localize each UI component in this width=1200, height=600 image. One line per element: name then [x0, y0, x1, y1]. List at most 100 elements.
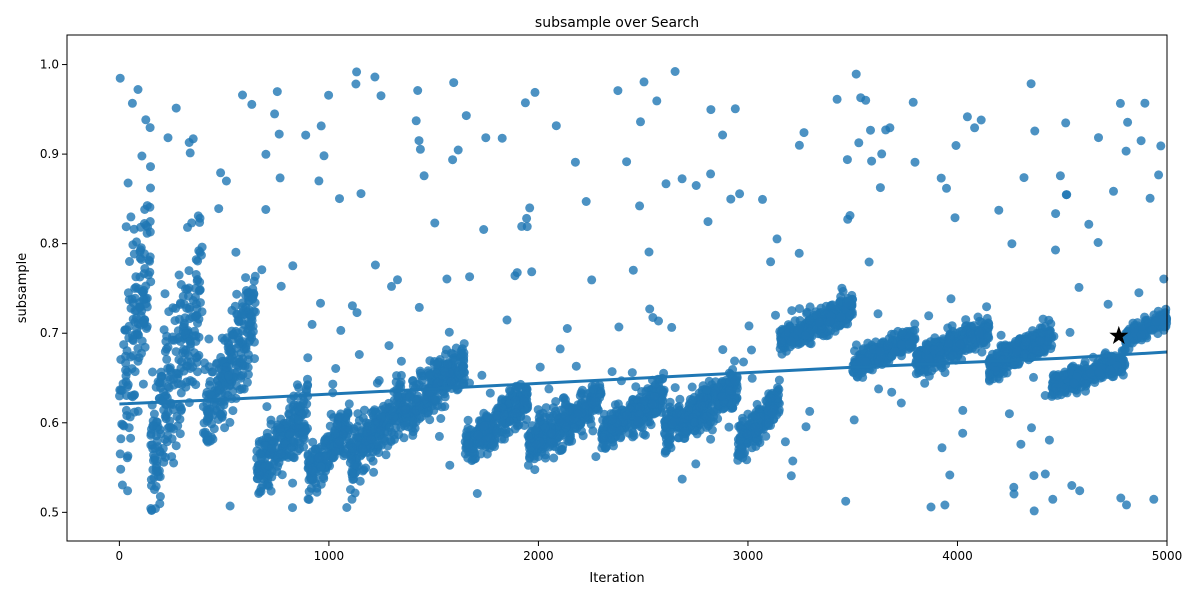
data-point: [141, 115, 151, 125]
data-point: [336, 325, 346, 335]
data-point: [661, 179, 671, 189]
data-point: [908, 97, 918, 107]
data-point: [499, 410, 509, 420]
data-point: [656, 385, 666, 395]
data-point: [477, 370, 487, 380]
data-point: [236, 371, 246, 381]
data-point: [430, 395, 440, 405]
y-tick-label: 0.6: [40, 416, 59, 430]
data-point: [459, 339, 469, 349]
data-point: [498, 417, 508, 427]
data-point: [1049, 331, 1059, 341]
data-point: [392, 371, 402, 381]
data-point: [644, 247, 654, 257]
data-point: [794, 248, 804, 258]
data-point: [1067, 481, 1077, 490]
data-point: [463, 415, 473, 425]
data-point: [654, 316, 663, 326]
data-point: [535, 362, 545, 372]
data-point: [911, 369, 921, 379]
data-point: [266, 486, 276, 496]
data-point: [370, 72, 380, 82]
data-point: [451, 343, 461, 353]
data-point: [645, 304, 655, 314]
data-point: [121, 222, 131, 232]
data-point: [169, 458, 179, 468]
data-point: [163, 133, 173, 143]
data-point: [240, 361, 250, 371]
data-point: [982, 302, 992, 312]
data-point: [1119, 355, 1128, 365]
data-point: [521, 387, 531, 397]
data-point: [319, 151, 329, 161]
data-point: [864, 257, 874, 267]
data-point: [123, 382, 132, 392]
data-point: [591, 452, 601, 462]
data-point: [627, 368, 637, 378]
data-point: [1044, 435, 1054, 445]
data-point: [425, 415, 435, 425]
data-point: [174, 270, 184, 280]
data-point: [159, 325, 169, 335]
data-point: [739, 357, 748, 367]
data-point: [1029, 471, 1039, 481]
data-point: [1055, 171, 1065, 181]
data-point: [476, 449, 486, 459]
data-point: [578, 431, 588, 441]
data-point: [232, 289, 242, 299]
data-point: [937, 443, 947, 453]
data-point: [202, 435, 212, 445]
data-point: [780, 437, 790, 447]
data-point: [468, 446, 478, 456]
data-point: [214, 415, 223, 424]
data-point: [540, 423, 550, 433]
data-point: [133, 85, 143, 94]
data-point: [713, 414, 723, 424]
data-point: [1128, 318, 1138, 328]
data-point: [555, 344, 565, 354]
data-point: [358, 444, 367, 453]
data-point: [1137, 322, 1146, 332]
data-point: [276, 449, 286, 459]
data-point: [525, 203, 535, 213]
data-point: [171, 347, 181, 357]
data-point: [282, 418, 291, 428]
data-point: [742, 429, 752, 439]
data-point: [913, 350, 923, 360]
data-point: [288, 503, 297, 513]
data-point: [788, 456, 798, 466]
data-point: [231, 247, 241, 257]
data-point: [352, 308, 362, 318]
data-point: [141, 220, 151, 230]
data-point: [635, 201, 645, 211]
data-point: [179, 318, 189, 328]
data-point: [1109, 186, 1118, 196]
data-point: [1027, 330, 1037, 340]
data-point: [1026, 79, 1036, 89]
data-point: [969, 321, 979, 331]
data-point: [267, 436, 277, 446]
data-point: [985, 369, 994, 379]
data-point: [161, 410, 171, 420]
data-point: [764, 418, 774, 428]
data-point: [159, 457, 169, 467]
data-point: [241, 273, 251, 283]
data-point: [672, 409, 682, 419]
data-point: [706, 169, 716, 179]
data-point: [677, 474, 687, 484]
data-point: [875, 347, 885, 357]
data-point: [331, 447, 340, 456]
data-point: [710, 386, 720, 396]
data-point: [442, 274, 452, 284]
data-point: [1020, 349, 1030, 359]
data-point: [123, 178, 133, 188]
data-point: [747, 345, 756, 355]
data-point: [1149, 494, 1159, 504]
data-point: [622, 410, 632, 420]
data-point: [1156, 141, 1166, 151]
data-point: [961, 315, 971, 325]
data-point: [505, 385, 514, 395]
data-point: [502, 315, 512, 325]
data-point: [555, 446, 564, 456]
data-point: [370, 260, 380, 270]
